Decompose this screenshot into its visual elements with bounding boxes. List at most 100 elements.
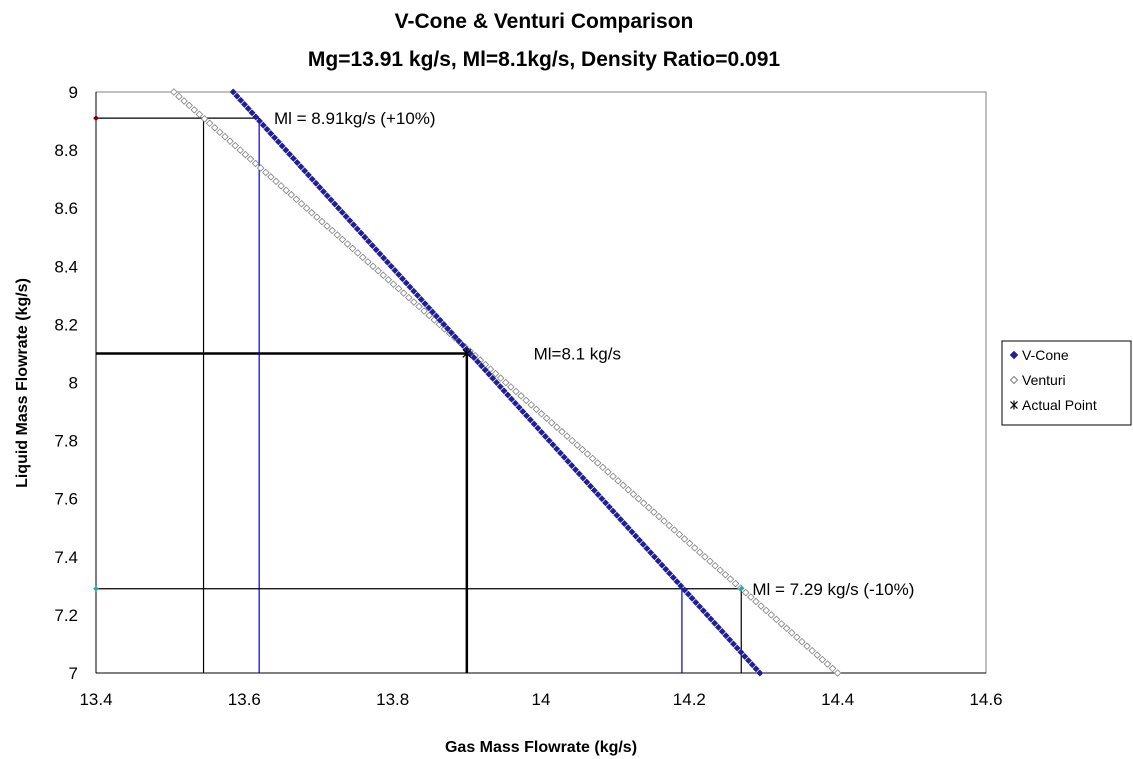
annotation-label: Ml = 7.29 kg/s (-10%)	[752, 580, 914, 599]
venturi-point	[767, 611, 776, 619]
v-cone-point	[617, 515, 625, 524]
v-cone-point	[711, 619, 719, 627]
v-cone-point	[643, 544, 651, 553]
v-cone-point	[398, 275, 407, 283]
venturi-point	[828, 664, 837, 673]
venturi-point	[604, 468, 612, 476]
marker-point	[93, 585, 99, 592]
venturi-point	[568, 436, 576, 445]
v-cone-point	[259, 121, 267, 129]
v-cone-point	[474, 358, 482, 366]
series-v-cone	[229, 88, 764, 677]
v-cone-point	[752, 665, 760, 673]
v-cone-point	[541, 432, 549, 441]
venturi-point	[364, 258, 372, 266]
legend-marker-actual-point	[1010, 400, 1018, 410]
legend-label: Venturi	[1022, 372, 1066, 388]
venturi-point	[425, 311, 433, 320]
v-cone-point	[376, 250, 384, 258]
v-cone-point	[459, 341, 467, 349]
venturi-point	[634, 494, 643, 503]
chart-title: V-Cone & Venturi Comparison	[395, 10, 694, 33]
v-cone-point	[511, 399, 519, 407]
v-cone-point	[613, 511, 621, 519]
venturi-point	[333, 231, 342, 239]
venturi-point	[680, 535, 689, 543]
v-cone-point	[553, 445, 561, 453]
venturi-point	[226, 137, 234, 145]
venturi-point	[251, 159, 260, 168]
v-cone-point	[538, 428, 546, 436]
v-cone-point	[492, 378, 501, 387]
v-cone-point	[271, 134, 279, 142]
v-cone-point	[530, 420, 538, 428]
v-cone-point	[316, 183, 324, 192]
venturi-point	[650, 508, 658, 516]
v-cone-point	[410, 287, 418, 295]
venturi-point	[200, 115, 209, 123]
v-cone-point	[402, 279, 410, 287]
v-cone-point	[346, 217, 354, 225]
venturi-point	[175, 92, 183, 101]
v-cone-point	[714, 623, 722, 631]
venturi-point	[542, 414, 551, 423]
venturi-point	[527, 401, 536, 409]
v-cone-point	[477, 362, 486, 370]
v-cone-point	[357, 229, 365, 237]
v-cone-point	[496, 383, 504, 391]
v-cone-point	[417, 295, 425, 304]
v-cone-point	[312, 179, 320, 187]
v-cone-point	[481, 366, 489, 374]
venturi-point	[665, 521, 673, 530]
annotation-label: Ml = 8.91kg/s (+10%)	[274, 109, 436, 128]
x-tick-label: 13.8	[376, 690, 409, 709]
v-cone-point	[579, 474, 587, 482]
plot-area	[95, 91, 987, 674]
venturi-point	[399, 289, 408, 297]
v-cone-point	[523, 412, 531, 420]
venturi-point	[394, 284, 403, 293]
venturi-point	[262, 168, 270, 177]
venturi-point	[803, 642, 811, 650]
venturi-point	[190, 106, 199, 114]
v-cone-point	[515, 403, 523, 411]
v-cone-point	[297, 163, 305, 171]
v-cone-point	[301, 167, 309, 175]
venturi-point	[808, 646, 816, 655]
venturi-point	[272, 177, 280, 186]
venturi-point	[833, 669, 842, 677]
venturi-point	[747, 593, 755, 601]
actual-point	[462, 348, 472, 359]
v-cone-point	[361, 233, 369, 241]
v-cone-point	[485, 370, 493, 378]
venturi-point	[731, 579, 740, 588]
venturi-point	[553, 423, 561, 431]
venturi-point	[675, 530, 684, 539]
y-tick-label: 7.6	[54, 490, 78, 509]
venturi-point	[787, 629, 796, 637]
v-cone-point	[699, 607, 707, 615]
v-cone-point	[421, 300, 429, 308]
v-cone-point	[718, 627, 726, 636]
venturi-point	[757, 602, 765, 610]
venturi-point	[818, 655, 827, 664]
v-cone-point	[681, 586, 689, 594]
v-cone-point	[327, 196, 335, 204]
v-cone-point	[429, 308, 437, 316]
venturi-point	[491, 369, 500, 378]
v-cone-point	[684, 590, 692, 598]
v-cone-point	[436, 316, 444, 324]
v-cone-point	[703, 611, 711, 619]
venturi-point	[221, 132, 229, 141]
annotations: Ml = 8.91kg/s (+10%) Ml=8.1 kg/s Ml = 7.29…	[274, 109, 914, 599]
legend: V-Cone Venturi Actual Point	[1001, 340, 1132, 426]
v-cone-point	[391, 266, 399, 275]
venturi-point	[236, 146, 245, 154]
venturi-point	[711, 561, 719, 570]
venturi-point	[599, 463, 607, 472]
v-cone-point	[658, 561, 666, 569]
v-cone-point	[368, 241, 376, 250]
venturi-point	[302, 204, 311, 212]
venturi-point	[353, 249, 362, 257]
